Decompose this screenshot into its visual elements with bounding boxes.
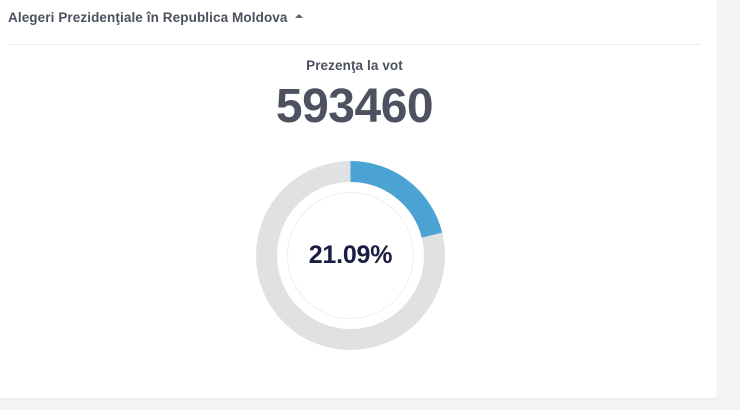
donut-svg	[256, 161, 445, 350]
kpi-label: Prezenţa la vot	[306, 58, 403, 73]
donut-inner-disc	[287, 192, 414, 319]
card-title: Alegeri Prezidenţiale în Republica Moldo…	[8, 9, 288, 25]
kpi-value: 593460	[275, 80, 434, 133]
header-divider	[8, 44, 701, 45]
caret-up-icon[interactable]	[294, 14, 303, 18]
donut-value-arc[interactable]	[256, 161, 445, 350]
turnout-donut-chart: 21.09%	[256, 161, 445, 350]
card-body: Prezenţa la vot 593460 21.09%	[0, 45, 717, 398]
dashboard-card: Alegeri Prezidenţiale în Republica Moldo…	[0, 0, 717, 398]
card-header-toggle[interactable]: Alegeri Prezidenţiale în Republica Moldo…	[0, 0, 717, 44]
